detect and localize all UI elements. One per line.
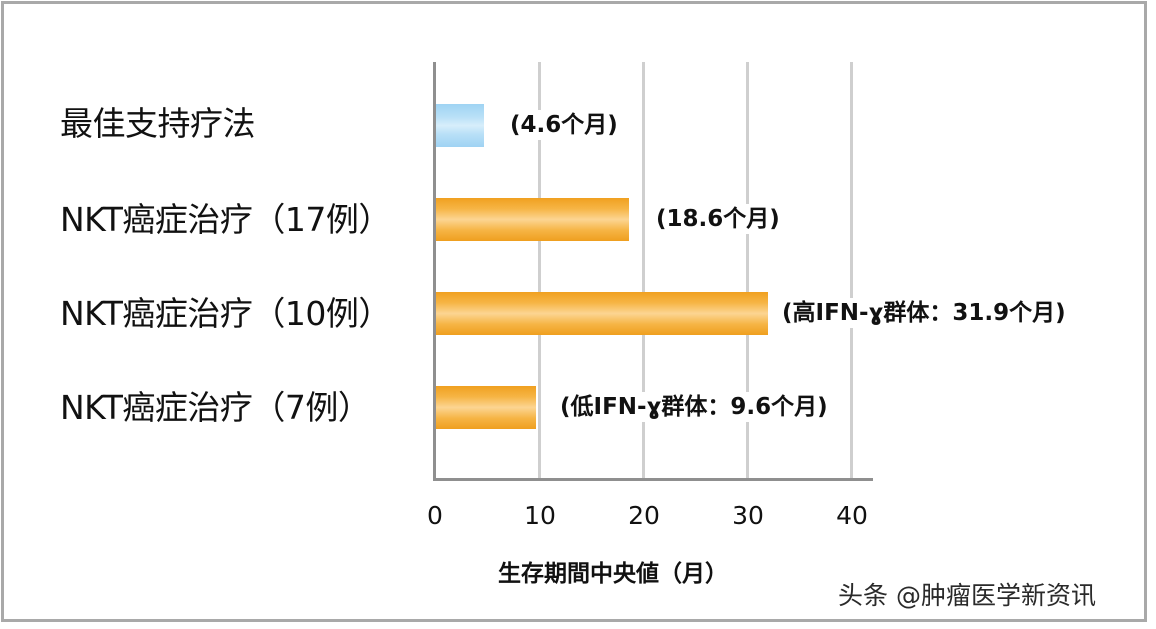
bar-nkt-17	[436, 198, 629, 241]
x-tick-10: 10	[524, 501, 556, 530]
gridline-30	[746, 62, 749, 480]
bar-best-supportive-care	[436, 104, 484, 147]
x-axis-label: 生存期間中央値（月）	[498, 561, 728, 587]
value-label-nkt-10: (高IFN-ɣ群体：31.9个月)	[778, 298, 1070, 328]
bar-nkt-7	[436, 386, 536, 429]
x-tick-0: 0	[427, 501, 443, 530]
value-label-nkt-7: (低IFN-ɣ群体：9.6个月)	[556, 392, 832, 422]
gridline-10	[538, 62, 541, 480]
x-tick-40: 40	[836, 501, 868, 530]
gridline-20	[642, 62, 645, 480]
category-label-best-supportive-care: 最佳支持疗法	[60, 104, 256, 143]
x-axis-line	[433, 478, 873, 481]
category-label-nkt-7: NKT癌症治疗（7例）	[60, 388, 371, 427]
y-axis-line	[433, 62, 436, 481]
watermark: 头条 @肿瘤医学新资讯	[838, 581, 1096, 610]
value-label-best-supportive-care: (4.6个月)	[506, 110, 622, 140]
gridline-40	[850, 62, 853, 480]
x-tick-20: 20	[628, 501, 660, 530]
value-label-nkt-17: (18.6个月)	[652, 204, 784, 234]
image-frame	[1, 1, 1147, 622]
bar-nkt-10	[436, 292, 768, 335]
category-label-nkt-17: NKT癌症治疗（17例）	[60, 200, 391, 239]
category-label-nkt-10: NKT癌症治疗（10例）	[60, 294, 391, 333]
x-tick-30: 30	[732, 501, 764, 530]
